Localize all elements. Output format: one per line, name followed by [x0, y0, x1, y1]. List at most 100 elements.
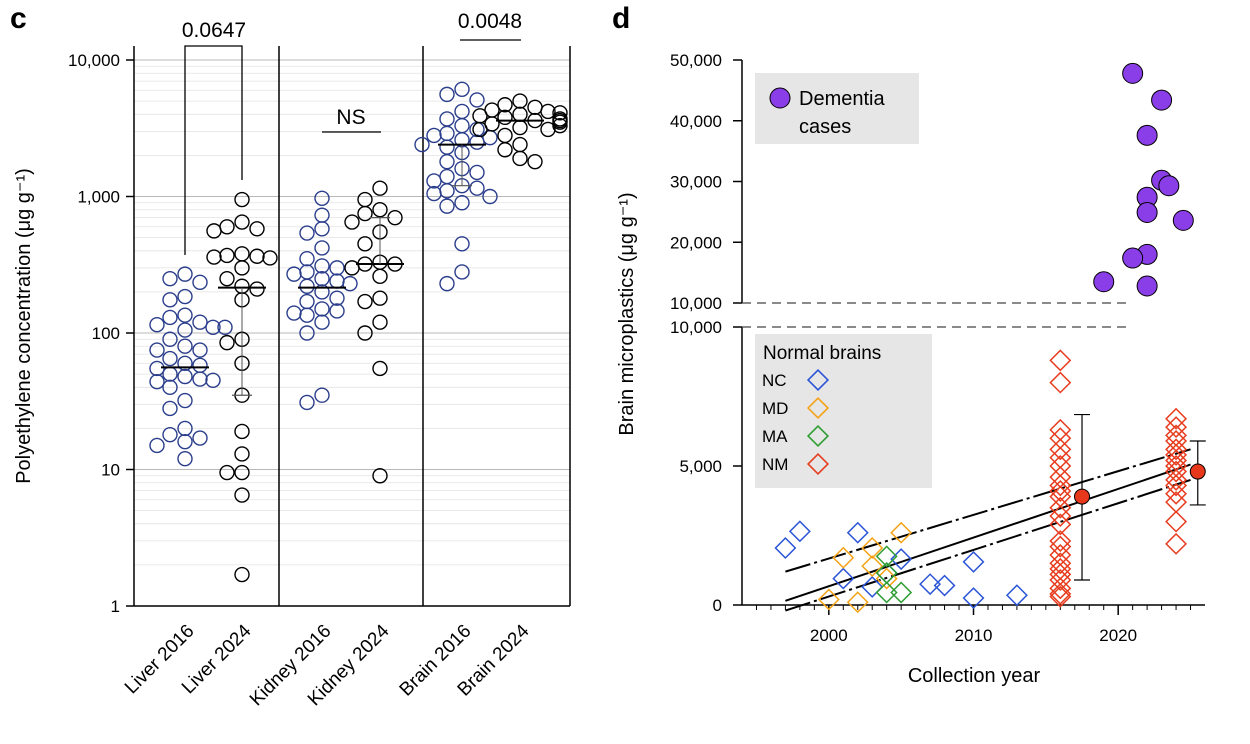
- data-point: [329, 303, 345, 319]
- data-point: [329, 273, 345, 289]
- data-point: [527, 153, 543, 170]
- y-tick-label: 10,000: [670, 318, 722, 337]
- data-point: [497, 142, 513, 158]
- data-point: [1049, 446, 1072, 469]
- panel-label-d: d: [612, 2, 630, 35]
- data-point: [482, 129, 498, 146]
- data-point: [1136, 124, 1158, 146]
- data-point: [234, 487, 250, 503]
- data-point: [1165, 430, 1188, 452]
- data-point: [299, 278, 315, 294]
- data-point: [372, 202, 388, 218]
- data-point: [357, 236, 373, 252]
- data-point: [552, 114, 568, 130]
- data-point: [1049, 505, 1072, 528]
- data-point: [832, 567, 855, 590]
- data-point: [472, 121, 488, 138]
- data-point: [192, 342, 208, 358]
- data-point: [149, 360, 165, 377]
- data-point: [249, 281, 265, 297]
- data-point: [962, 587, 985, 610]
- data-point: [439, 275, 455, 292]
- group-kidney-2024: [344, 180, 404, 484]
- data-point: [454, 264, 470, 280]
- data-point: [177, 368, 193, 385]
- data-point: [314, 240, 330, 256]
- data-point: [1049, 427, 1072, 450]
- mean-point: [1074, 488, 1091, 505]
- data-point: [162, 309, 178, 326]
- group-brain-2024: [472, 93, 568, 170]
- data-point: [217, 319, 233, 336]
- data-point: [846, 521, 869, 544]
- x-tick-label: 2020: [1099, 626, 1137, 645]
- comparison-label: NS: [336, 106, 365, 129]
- data-point: [1165, 460, 1188, 483]
- data-point: [1049, 455, 1072, 477]
- group-dementia: [1093, 62, 1194, 297]
- data-point: [1172, 209, 1194, 231]
- data-point: [1049, 438, 1072, 461]
- data-point: [192, 314, 208, 330]
- data-point: [1049, 485, 1072, 508]
- data-point: [512, 150, 528, 167]
- data-point: [177, 338, 193, 354]
- normal-brains-legend-title: Normal brains: [763, 343, 881, 364]
- normal-brains-legend-items: NC MD MA NM: [762, 368, 830, 476]
- data-point: [234, 191, 250, 208]
- data-point: [314, 387, 330, 403]
- data-point: [788, 520, 811, 543]
- data-point: [149, 317, 165, 333]
- y-tick-label: 10,000: [670, 294, 722, 313]
- data-point: [875, 545, 898, 568]
- data-point: [177, 307, 193, 323]
- data-point: [439, 139, 455, 155]
- data-point: [1136, 275, 1158, 297]
- y-tick-label: 30,000: [670, 173, 722, 192]
- data-point: [299, 225, 315, 241]
- data-point: [314, 207, 330, 223]
- data-point: [861, 555, 884, 578]
- data-point: [962, 550, 985, 573]
- data-point: [512, 136, 528, 153]
- data-point: [314, 284, 330, 300]
- data-point: [774, 537, 797, 559]
- data-point: [162, 426, 178, 443]
- data-point: [469, 134, 485, 150]
- data-point: [205, 372, 221, 389]
- data-point: [299, 264, 315, 280]
- panel-d-axes: 10,000 20,000 30,000 40,000 50,000 0 5,000 10,0…: [670, 51, 1205, 645]
- data-point: [219, 464, 235, 481]
- data-point: [1049, 418, 1072, 441]
- data-point: [1049, 513, 1072, 536]
- data-point: [299, 394, 315, 411]
- data-point: [286, 305, 302, 321]
- data-point: [177, 355, 193, 371]
- data-point: [314, 270, 330, 287]
- data-point: [177, 450, 193, 467]
- data-point: [206, 249, 222, 265]
- data-point: [1049, 552, 1072, 575]
- data-point: [344, 260, 360, 276]
- panel-c-points: [149, 81, 568, 583]
- data-point: [234, 566, 250, 583]
- data-point: [454, 236, 470, 252]
- data-point: [1165, 468, 1188, 491]
- data-point: [192, 274, 208, 291]
- dementia-legend-marker: [769, 87, 791, 109]
- data-point: [439, 125, 455, 142]
- data-point: [497, 109, 513, 126]
- dementia-legend-line-1: Dementia: [799, 88, 885, 110]
- data-point: [314, 301, 330, 317]
- data-point: [1165, 474, 1188, 497]
- comparison-bracket: [184, 45, 243, 255]
- data-point: [249, 221, 265, 237]
- data-point: [234, 214, 250, 230]
- data-point: [262, 250, 278, 266]
- data-point: [177, 322, 193, 338]
- data-point: [162, 350, 178, 367]
- data-point: [1165, 424, 1188, 447]
- data-point: [890, 548, 913, 571]
- data-point: [439, 153, 455, 170]
- data-point: [344, 214, 360, 230]
